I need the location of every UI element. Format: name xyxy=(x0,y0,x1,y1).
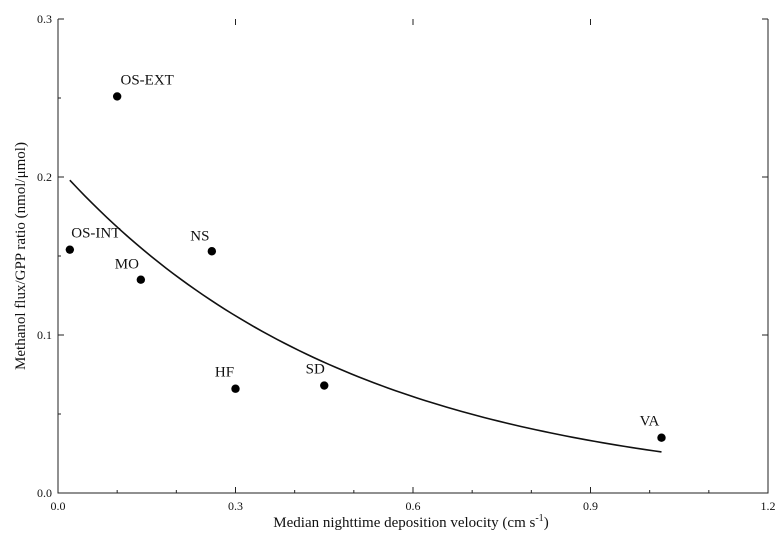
data-point-label: SD xyxy=(306,362,325,378)
y-axis-ticks: 0.0 0.1 0.2 0.3 xyxy=(37,12,768,500)
y-axis-label: Methanol flux/GPP ratio (nmol/μmol) xyxy=(13,142,29,370)
y-tick-label: 0.2 xyxy=(37,170,52,184)
data-point-label: HF xyxy=(215,365,234,381)
data-point xyxy=(207,247,217,256)
data-point xyxy=(657,433,666,442)
x-tick-label: 0.0 xyxy=(51,499,66,513)
data-point-label: MO xyxy=(115,257,139,273)
y-tick-label: 0.1 xyxy=(37,328,52,342)
data-point xyxy=(136,275,146,284)
x-tick-label: 0.9 xyxy=(583,499,598,513)
data-point xyxy=(320,381,329,390)
fit-curve xyxy=(69,179,662,453)
y-tick-label: 0.3 xyxy=(37,12,52,26)
plot-frame xyxy=(57,19,769,494)
x-tick-label: 0.6 xyxy=(406,499,421,513)
data-point-label: NS xyxy=(190,228,209,244)
data-point xyxy=(65,245,75,254)
data-point-label: VA xyxy=(640,414,660,430)
x-axis-label: Median nighttime deposition velocity (cm… xyxy=(273,513,548,531)
data-point xyxy=(231,384,240,393)
data-point-label: OS-EXT xyxy=(121,72,174,88)
y-tick-label: 0.0 xyxy=(37,486,52,500)
x-axis-ticks: 0.0 0.3 0.6 0.9 1.2 xyxy=(51,19,776,513)
data-point xyxy=(112,92,122,101)
x-tick-label: 0.3 xyxy=(228,499,243,513)
data-points: OS-EXT OS-INT NS MO HF SD VA xyxy=(65,72,666,442)
x-tick-label: 1.2 xyxy=(761,499,776,513)
data-point-label: OS-INT xyxy=(71,226,120,242)
